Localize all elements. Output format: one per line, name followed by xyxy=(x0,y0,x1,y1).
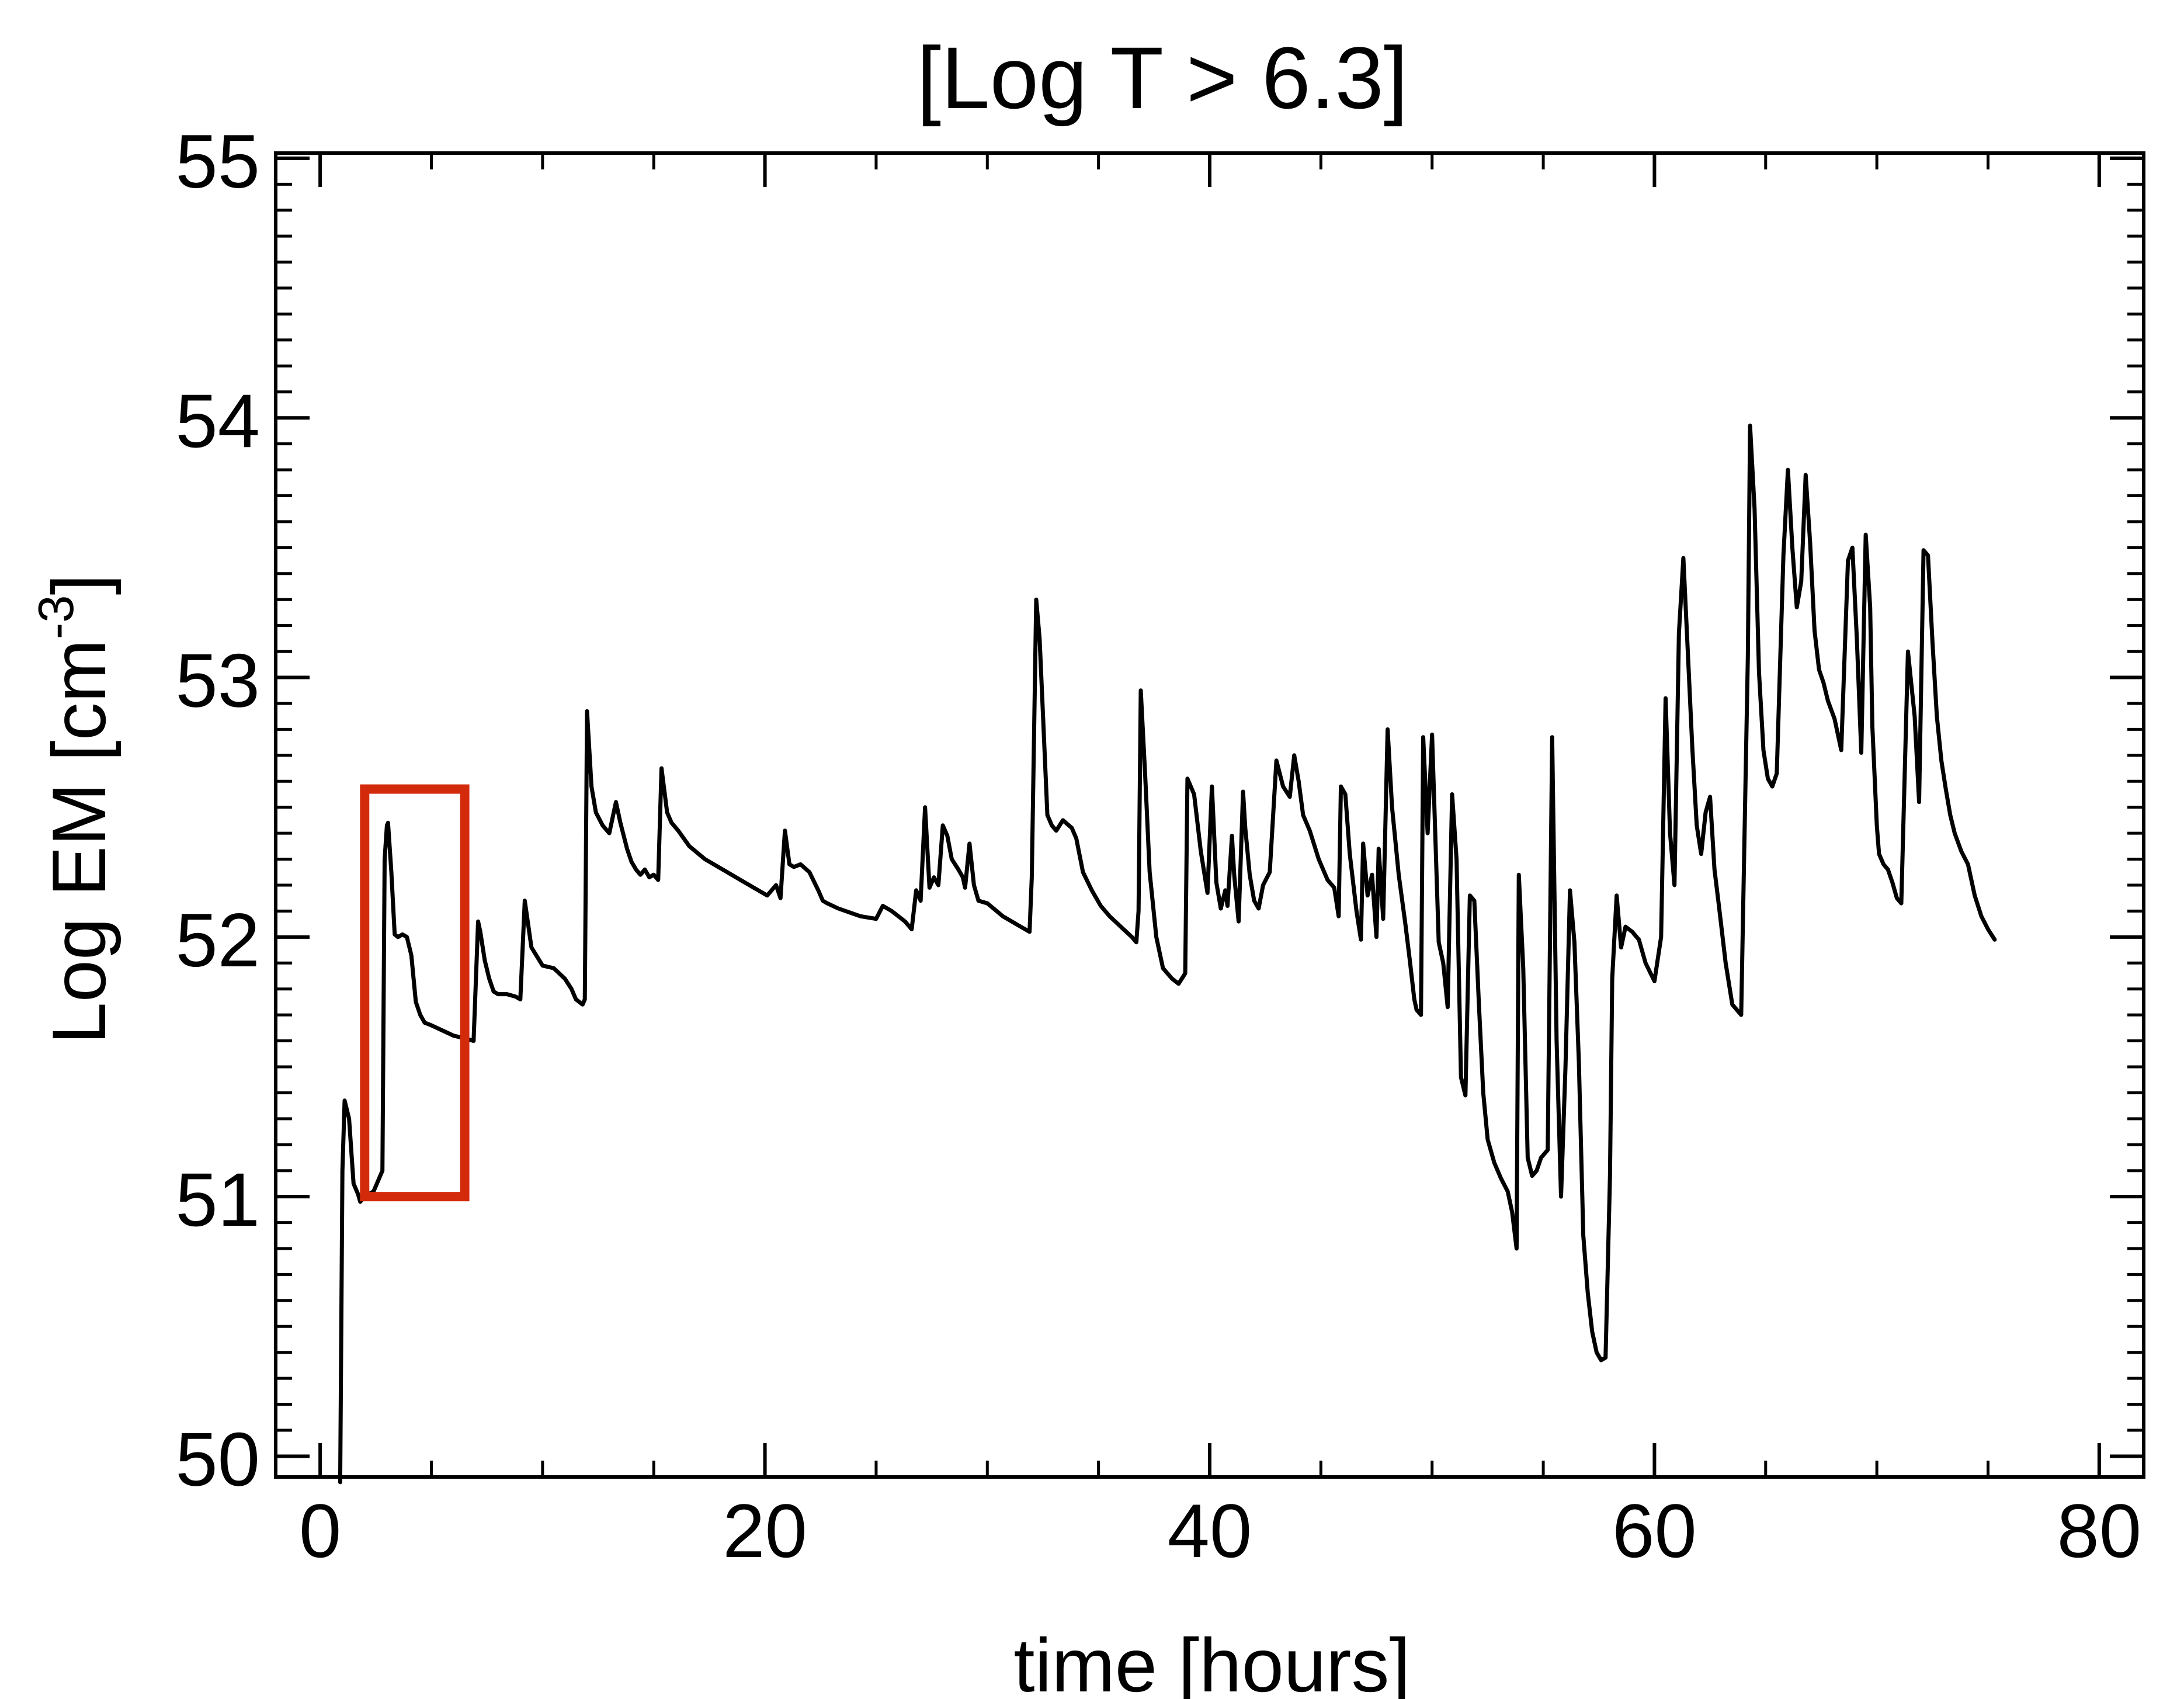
chart-title: [Log T > 6.3] xyxy=(917,29,1408,127)
y-tick-label: 55 xyxy=(175,119,260,204)
y-tick-label: 54 xyxy=(175,378,260,463)
x-tick-label: 20 xyxy=(723,1488,807,1573)
x-tick-label: 80 xyxy=(2057,1488,2142,1573)
series-line xyxy=(338,424,1997,1485)
x-tick-labels: 0 20 40 60 80 xyxy=(299,1488,2141,1573)
y-tick-label: 50 xyxy=(175,1416,260,1502)
y-axis-label-sup: -3 xyxy=(29,595,84,639)
y-tick-label: 53 xyxy=(175,638,260,723)
x-tick-label: 60 xyxy=(1612,1488,1697,1573)
y-tick-label: 52 xyxy=(175,897,260,983)
y-axis-label: Log EM [cm-3] xyxy=(29,574,121,1044)
highlight-box xyxy=(360,784,470,1202)
y-tick-labels: 50 51 52 53 54 55 xyxy=(175,119,260,1502)
minor-ticks xyxy=(276,153,2144,1477)
plot-frame xyxy=(274,151,2145,1479)
y-axis-label-close: ] xyxy=(36,574,121,595)
y-axis-label-main: Log EM [cm xyxy=(36,639,121,1045)
y-tick-label: 51 xyxy=(175,1157,260,1242)
x-tick-label: 40 xyxy=(1168,1488,1252,1573)
major-ticks xyxy=(276,153,2144,1477)
x-axis-label: time [hours] xyxy=(1013,1622,1410,1699)
x-tick-label: 0 xyxy=(299,1488,341,1573)
